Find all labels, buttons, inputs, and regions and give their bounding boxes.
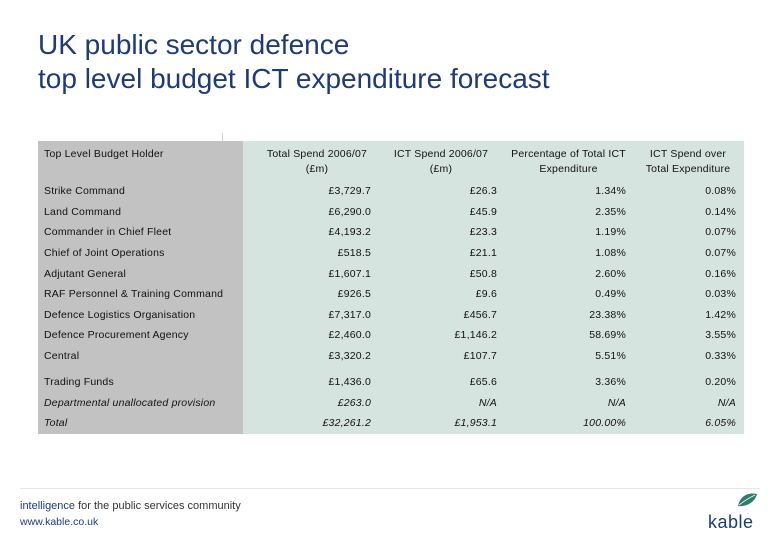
- tagline-rest: for the public services community: [75, 500, 241, 512]
- ratio-cell: 0.14%: [634, 201, 744, 223]
- ict-spend-cell: £45.9: [379, 201, 505, 223]
- percentage-cell: 2.35%: [505, 201, 634, 223]
- table-row: Strike Command £3,729.7 £26.3 1.34% 0.08…: [38, 181, 744, 202]
- total-spend-cell: £2,460.0: [243, 325, 379, 346]
- ict-spend-cell: £65.6: [379, 366, 505, 393]
- total-spend-cell: £1,607.1: [243, 263, 379, 284]
- percentage-cell: N/A: [505, 392, 634, 413]
- table-row: Commander in Chief Fleet £4,193.2 £23.3 …: [38, 222, 744, 243]
- ict-spend-cell: £107.7: [379, 345, 505, 367]
- total-spend-cell: £3,320.2: [243, 345, 379, 367]
- footer-divider: [20, 488, 760, 489]
- ratio-cell: N/A: [634, 392, 744, 413]
- table-row: Trading Funds £1,436.0 £65.6 3.36% 0.20%: [38, 366, 744, 393]
- table-row: Chief of Joint Operations £518.5 £21.1 1…: [38, 242, 744, 264]
- budget-holder-cell: Strike Command: [38, 181, 243, 202]
- percentage-cell: 2.60%: [505, 263, 634, 284]
- ict-spend-cell: £1,146.2: [379, 325, 505, 346]
- header-total-spend: Total Spend 2006/07 (£m): [243, 141, 379, 181]
- total-spend-cell: £926.5: [243, 283, 379, 305]
- budget-holder-cell: Adjutant General: [38, 263, 243, 284]
- budget-holder-cell: RAF Personnel & Training Command: [38, 283, 243, 305]
- total-spend-cell: £6,290.0: [243, 201, 379, 223]
- table-body: Strike Command £3,729.7 £26.3 1.34% 0.08…: [38, 181, 744, 434]
- ratio-cell: 0.07%: [634, 222, 744, 243]
- ict-spend-cell: £9.6: [379, 283, 505, 305]
- total-spend-cell: £1,436.0: [243, 366, 379, 393]
- table-row: Defence Logistics Organisation £7,317.0 …: [38, 304, 744, 326]
- ratio-cell: 0.03%: [634, 283, 744, 305]
- table-header-row: Top Level Budget Holder Total Spend 2006…: [38, 141, 744, 181]
- ict-spend-cell: N/A: [379, 392, 505, 413]
- table-row: Land Command £6,290.0 £45.9 2.35% 0.14%: [38, 201, 744, 223]
- logo-wordmark: kable: [708, 512, 754, 532]
- title-line-2: top level budget ICT expenditure forecas…: [38, 63, 550, 94]
- ict-spend-cell: £1,953.1: [379, 412, 505, 434]
- budget-holder-cell: Land Command: [38, 201, 243, 223]
- ratio-cell: 0.16%: [634, 263, 744, 284]
- table-row: Defence Procurement Agency £2,460.0 £1,1…: [38, 325, 744, 346]
- header-percentage-ict: Percentage of Total ICT Expenditure: [505, 141, 634, 181]
- tagline-lead: intelligence: [20, 500, 76, 512]
- table-row: Adjutant General £1,607.1 £50.8 2.60% 0.…: [38, 263, 744, 284]
- header-ict-over-total: ICT Spend over Total Expenditure: [634, 141, 744, 181]
- ict-spend-cell: £26.3: [379, 181, 505, 202]
- budget-holder-cell: Commander in Chief Fleet: [38, 222, 243, 243]
- ict-spend-cell: £456.7: [379, 304, 505, 326]
- title-line-1: UK public sector defence: [38, 29, 350, 60]
- footer-tagline: intelligence for the public services com…: [20, 500, 241, 512]
- percentage-cell: 1.34%: [505, 181, 634, 202]
- footer-url: www.kable.co.uk: [20, 516, 99, 528]
- percentage-cell: 1.19%: [505, 222, 634, 243]
- ict-spend-cell: £50.8: [379, 263, 505, 284]
- ratio-cell: 6.05%: [634, 412, 744, 434]
- budget-holder-cell: Chief of Joint Operations: [38, 242, 243, 264]
- budget-table: Top Level Budget Holder Total Spend 2006…: [38, 141, 744, 434]
- header-budget-holder: Top Level Budget Holder: [38, 141, 243, 181]
- percentage-cell: 5.51%: [505, 345, 634, 367]
- table-row: Central £3,320.2 £107.7 5.51% 0.33%: [38, 345, 744, 367]
- ratio-cell: 0.07%: [634, 242, 744, 264]
- percentage-cell: 3.36%: [505, 366, 634, 393]
- ict-spend-cell: £23.3: [379, 222, 505, 243]
- percentage-cell: 100.00%: [505, 412, 634, 434]
- percentage-cell: 23.38%: [505, 304, 634, 326]
- total-spend-cell: £518.5: [243, 242, 379, 264]
- percentage-cell: 0.49%: [505, 283, 634, 305]
- ratio-cell: 0.08%: [634, 181, 744, 202]
- budget-holder-cell: Central: [38, 345, 243, 367]
- table-row: RAF Personnel & Training Command £926.5 …: [38, 283, 744, 305]
- ratio-cell: 0.20%: [634, 366, 744, 393]
- total-spend-cell: £32,261.2: [243, 412, 379, 434]
- total-spend-cell: £263.0: [243, 392, 379, 413]
- ratio-cell: 3.55%: [634, 325, 744, 346]
- budget-holder-cell: Total: [38, 412, 243, 434]
- percentage-cell: 58.69%: [505, 325, 634, 346]
- table-total-row: Total £32,261.2 £1,953.1 100.00% 6.05%: [38, 412, 744, 434]
- ratio-cell: 0.33%: [634, 345, 744, 367]
- page-title: UK public sector defence top level budge…: [38, 28, 738, 96]
- total-spend-cell: £4,193.2: [243, 222, 379, 243]
- ict-spend-cell: £21.1: [379, 242, 505, 264]
- percentage-cell: 1.08%: [505, 242, 634, 264]
- budget-holder-cell: Trading Funds: [38, 366, 243, 393]
- ratio-cell: 1.42%: [634, 304, 744, 326]
- table-row: Departmental unallocated provision £263.…: [38, 392, 744, 413]
- header-ict-spend: ICT Spend 2006/07 (£m): [379, 141, 505, 181]
- total-spend-cell: £3,729.7: [243, 181, 379, 202]
- budget-holder-cell: Departmental unallocated provision: [38, 392, 243, 413]
- divider-tick: [222, 133, 223, 141]
- total-spend-cell: £7,317.0: [243, 304, 379, 326]
- leaf-icon: [738, 493, 757, 507]
- budget-holder-cell: Defence Logistics Organisation: [38, 304, 243, 326]
- budget-holder-cell: Defence Procurement Agency: [38, 325, 243, 346]
- kable-logo: kable: [708, 492, 760, 532]
